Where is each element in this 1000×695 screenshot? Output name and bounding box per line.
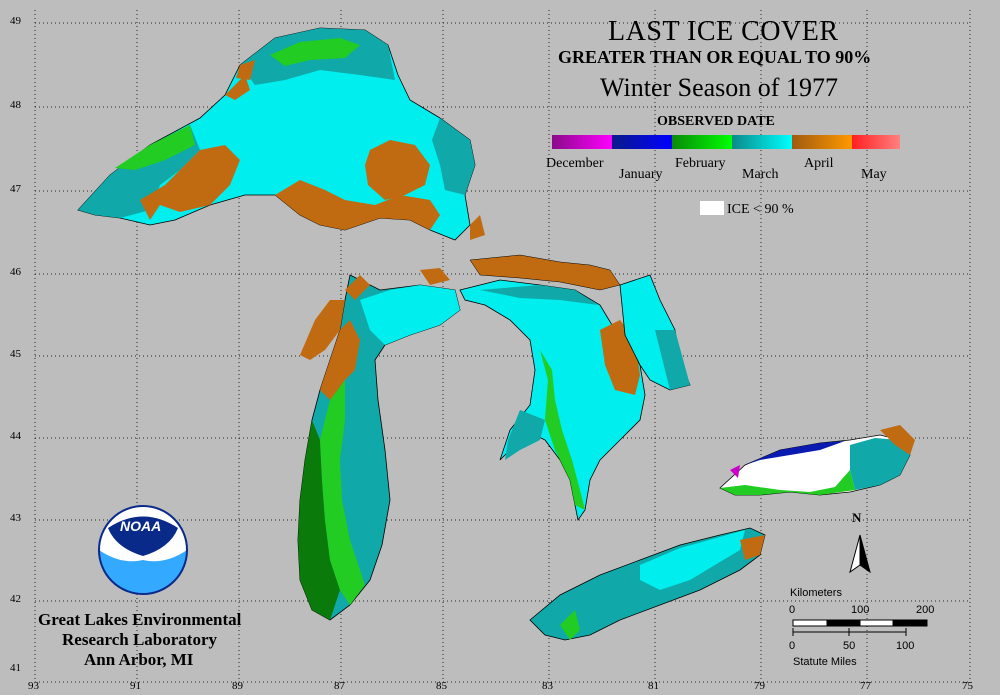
lon-label: 83 bbox=[542, 680, 553, 692]
legend-month-january: January bbox=[619, 167, 663, 182]
lake-michigan bbox=[297, 274, 461, 621]
legend-gradient bbox=[552, 135, 900, 149]
lake-ontario bbox=[719, 425, 915, 496]
scale-km-label: Kilometers bbox=[790, 587, 842, 599]
institution-line1: Great Lakes Environmental bbox=[38, 610, 242, 629]
ice-label: ICE < 90 % bbox=[727, 202, 794, 217]
lon-label: 85 bbox=[436, 680, 447, 692]
lon-label: 89 bbox=[232, 680, 243, 692]
institution-line3: Ann Arbor, MI bbox=[84, 650, 194, 669]
lat-label: 45 bbox=[10, 348, 21, 360]
ice-swatch bbox=[700, 201, 724, 215]
lon-label: 87 bbox=[334, 680, 345, 692]
noaa-logo bbox=[98, 505, 188, 595]
north-label: N bbox=[852, 510, 862, 525]
scale-mi-tick: 100 bbox=[896, 640, 915, 652]
lake-huron bbox=[420, 254, 691, 521]
scale-bar bbox=[792, 619, 928, 636]
scale-km-tick: 200 bbox=[916, 604, 935, 616]
lat-label: 47 bbox=[10, 183, 21, 195]
title-line2: GREATER THAN OR EQUAL TO 90% bbox=[558, 47, 872, 67]
institution-line2: Research Laboratory bbox=[62, 630, 218, 649]
lat-label: 43 bbox=[10, 512, 21, 524]
legend-month-may: May bbox=[861, 167, 887, 182]
noaa-logo-text: NOAA bbox=[120, 518, 162, 534]
lake-erie bbox=[529, 527, 766, 641]
scale-mi-label: Statute Miles bbox=[793, 656, 857, 668]
legend-month-december: December bbox=[546, 156, 604, 171]
legend-month-april: April bbox=[804, 156, 834, 171]
lon-label: 75 bbox=[962, 680, 973, 692]
lon-label: 93 bbox=[28, 680, 39, 692]
lat-label: 48 bbox=[10, 99, 21, 111]
scale-km-tick: 100 bbox=[851, 604, 870, 616]
lat-label: 46 bbox=[10, 266, 21, 278]
scale-mi-tick: 0 bbox=[789, 640, 796, 652]
lat-label: 49 bbox=[10, 15, 21, 27]
scale-mi-tick: 50 bbox=[843, 640, 856, 652]
lon-label: 77 bbox=[860, 680, 871, 692]
lon-label: 81 bbox=[648, 680, 659, 692]
title-line1: LAST ICE COVER bbox=[608, 16, 839, 47]
lat-label: 42 bbox=[10, 593, 21, 605]
lat-label: 44 bbox=[10, 430, 21, 442]
lake-superior bbox=[77, 27, 485, 241]
scale-km-tick: 0 bbox=[789, 604, 796, 616]
lon-label: 79 bbox=[754, 680, 765, 692]
legend-heading: OBSERVED DATE bbox=[657, 114, 775, 129]
legend-month-march: March bbox=[742, 167, 779, 182]
north-arrow-icon bbox=[849, 534, 871, 574]
lon-label: 91 bbox=[130, 680, 141, 692]
legend-month-february: February bbox=[675, 156, 726, 171]
title-line3: Winter Season of 1977 bbox=[600, 73, 838, 102]
lat-label: 41 bbox=[10, 662, 21, 674]
